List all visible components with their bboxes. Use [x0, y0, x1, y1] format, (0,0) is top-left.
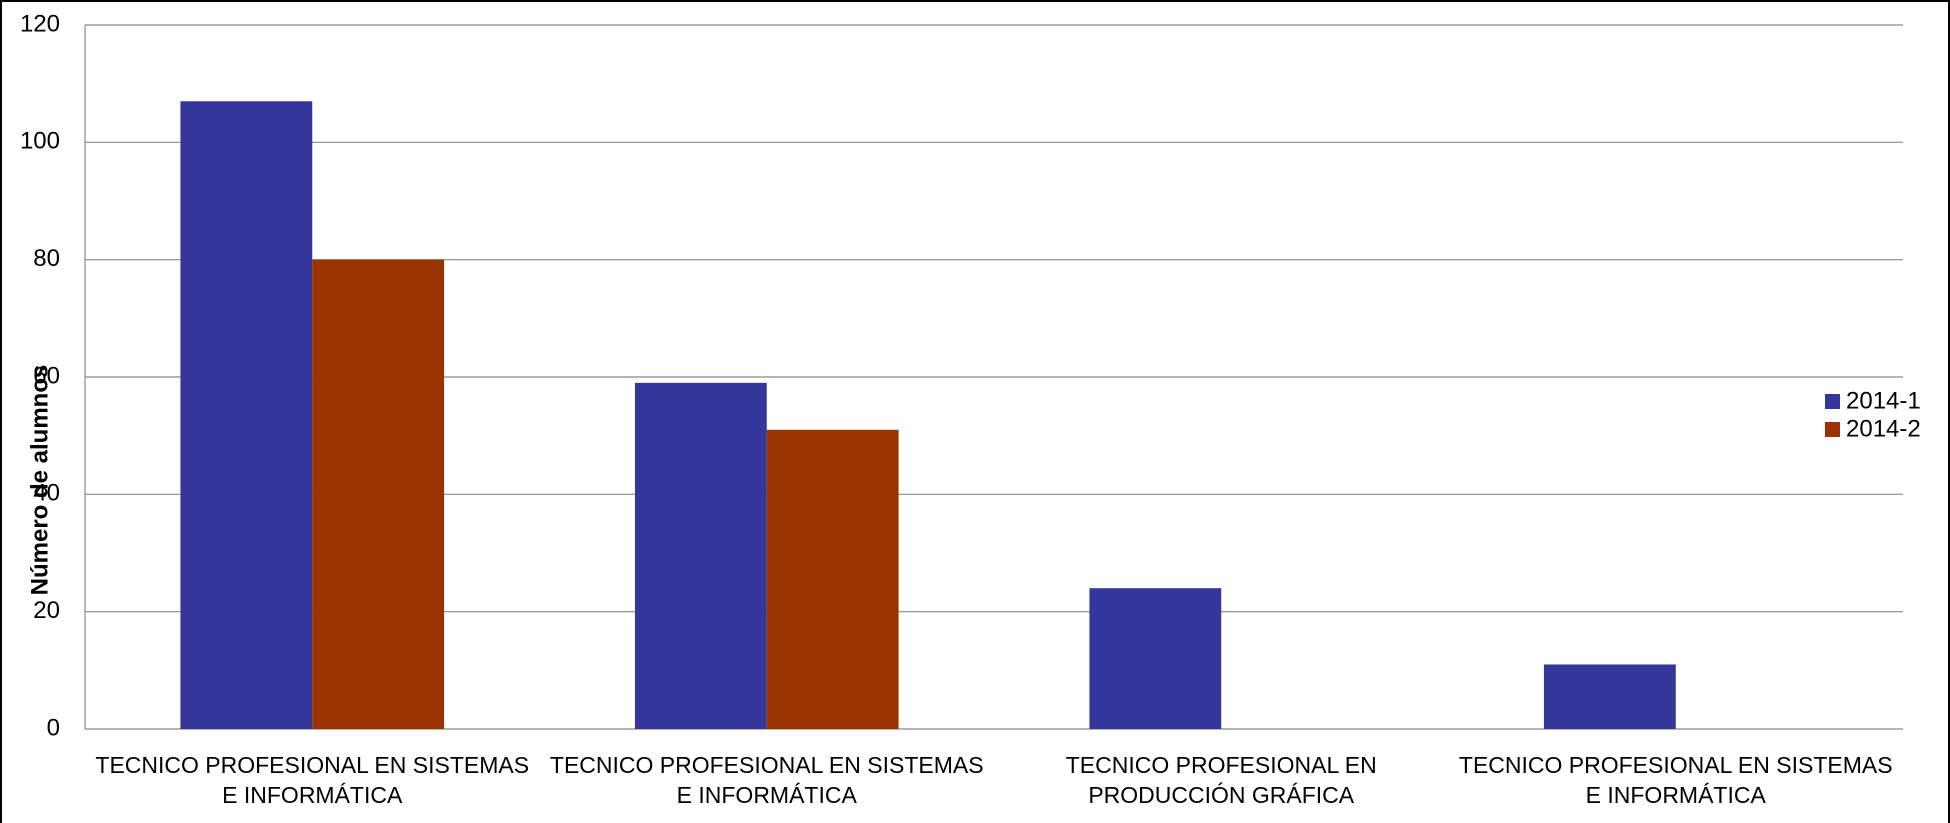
bar [766, 429, 899, 729]
y-tick-label: 0 [47, 714, 60, 741]
x-tick-label: TECNICO PROFESIONAL EN SISTEMAS E INFORM… [95, 752, 530, 808]
x-tick-label: TECNICO PROFESIONAL EN SISTEMAS E INFORM… [549, 752, 984, 808]
bar [312, 259, 445, 729]
x-tick-label: TECNICO PROFESIONAL EN SISTEMAS E INFORM… [1458, 752, 1893, 808]
x-tick-label: TECNICO PROFESIONAL EN PRODUCCIÓN GRÁFIC… [1065, 752, 1377, 808]
legend-label: 2014-2 [1846, 415, 1921, 442]
legend-swatch [1825, 422, 1840, 437]
legend-label: 2014-1 [1846, 387, 1921, 414]
bar [180, 101, 313, 730]
y-axis-label: Número de alumnos [26, 365, 53, 596]
y-tick-label: 60 [33, 362, 60, 389]
y-tick-label: 100 [20, 128, 60, 155]
y-tick-label: 120 [20, 10, 60, 37]
y-tick-label: 40 [33, 480, 60, 507]
bar [1089, 588, 1222, 729]
y-tick-label: 80 [33, 245, 60, 272]
legend-swatch [1825, 394, 1840, 409]
bar [1543, 664, 1676, 729]
y-tick-label: 20 [33, 597, 60, 624]
bar [634, 382, 767, 729]
